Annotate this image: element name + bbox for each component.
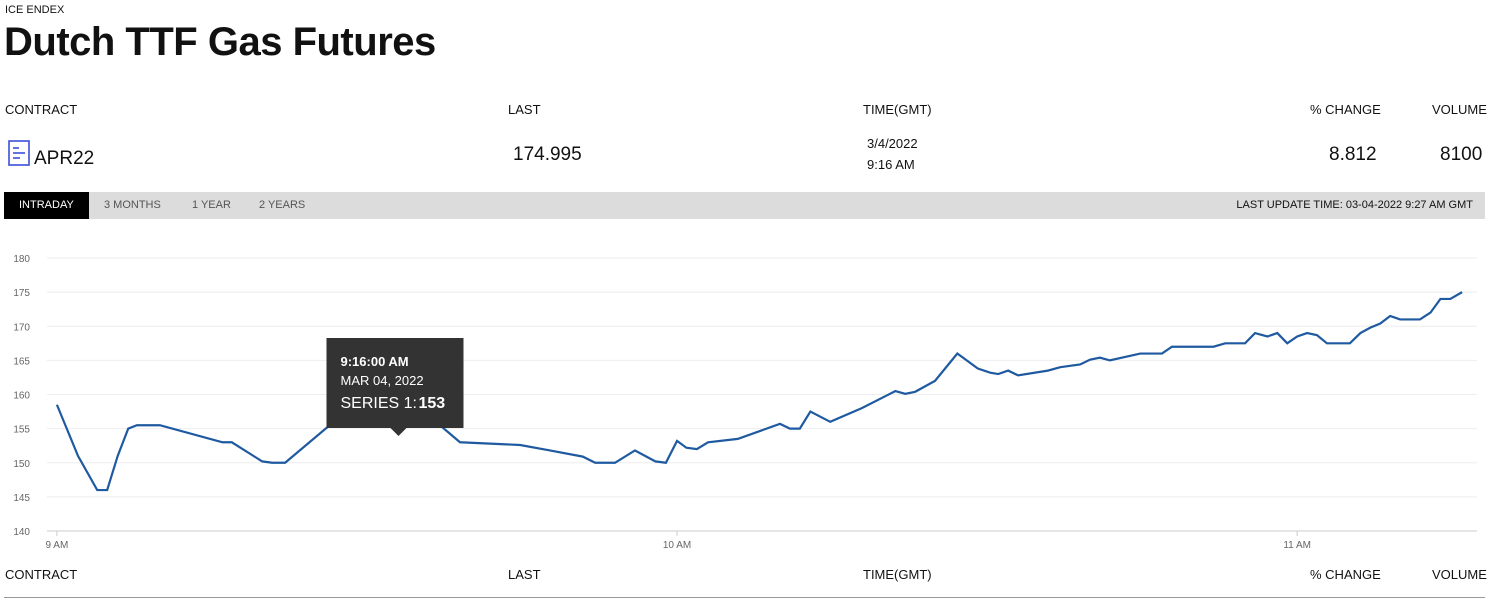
- y-tick-label: 155: [13, 425, 30, 436]
- last-update: LAST UPDATE TIME: 03-04-2022 9:27 AM GMT: [1236, 199, 1473, 211]
- tooltip-series: SERIES 1:: [340, 395, 416, 412]
- column-header: LAST: [508, 102, 541, 117]
- tab-bar: [4, 192, 1485, 219]
- y-tick-label: 145: [13, 493, 30, 504]
- tab[interactable]: 2 YEARS: [259, 199, 306, 211]
- y-tick-label: 175: [13, 288, 30, 299]
- tab[interactable]: 1 YEAR: [192, 199, 231, 211]
- column-header: CONTRACT: [5, 567, 78, 582]
- x-tick-label: 9 AM: [46, 540, 69, 551]
- active-tab-bg: [4, 192, 89, 219]
- percent-change: 8.812: [1329, 144, 1377, 165]
- column-header: LAST: [508, 567, 541, 582]
- eyebrow: ICE ENDEX: [5, 4, 65, 16]
- price-line: [55, 291, 1463, 492]
- x-tick-label: 11 AM: [1283, 540, 1311, 551]
- column-header: CONTRACT: [5, 102, 78, 117]
- volume: 8100: [1440, 144, 1483, 165]
- column-header: TIME(GMT): [863, 567, 932, 582]
- column-header: % CHANGE: [1310, 102, 1381, 117]
- contract[interactable]: APR22: [34, 148, 95, 169]
- column-header: VOLUME: [1432, 102, 1487, 117]
- column-header: VOLUME: [1432, 567, 1487, 582]
- divider: [4, 597, 1485, 598]
- tooltip-box: [326, 338, 464, 428]
- last-price: 174.995: [513, 144, 582, 165]
- y-tick-label: 160: [13, 391, 30, 402]
- tooltip-time: 9:16:00 AM: [340, 354, 408, 369]
- contract-icon: [8, 140, 30, 166]
- tooltip-arrow: [390, 428, 407, 436]
- y-tick-label: 140: [13, 527, 30, 538]
- column-header: % CHANGE: [1310, 567, 1381, 582]
- tooltip-value: 153: [418, 395, 445, 412]
- y-tick-label: 150: [13, 459, 30, 470]
- tab[interactable]: 3 MONTHS: [104, 199, 161, 211]
- trade-date: 3/4/2022: [867, 136, 918, 151]
- y-tick-label: 180: [13, 254, 30, 265]
- tooltip-date: MAR 04, 2022: [340, 373, 423, 388]
- chart: 140 145 150 155 160 165 170 175 180 9 AM 10 AM 11 A…: [13, 254, 1477, 551]
- x-tick-label: 10 AM: [663, 540, 691, 551]
- page-title: Dutch TTF Gas Futures: [4, 20, 436, 64]
- tab[interactable]: INTRADAY: [19, 199, 74, 211]
- y-tick-label: 165: [13, 356, 30, 367]
- trade-time: 9:16 AM: [867, 157, 915, 172]
- column-header: TIME(GMT): [863, 102, 932, 117]
- y-tick-label: 170: [13, 322, 30, 333]
